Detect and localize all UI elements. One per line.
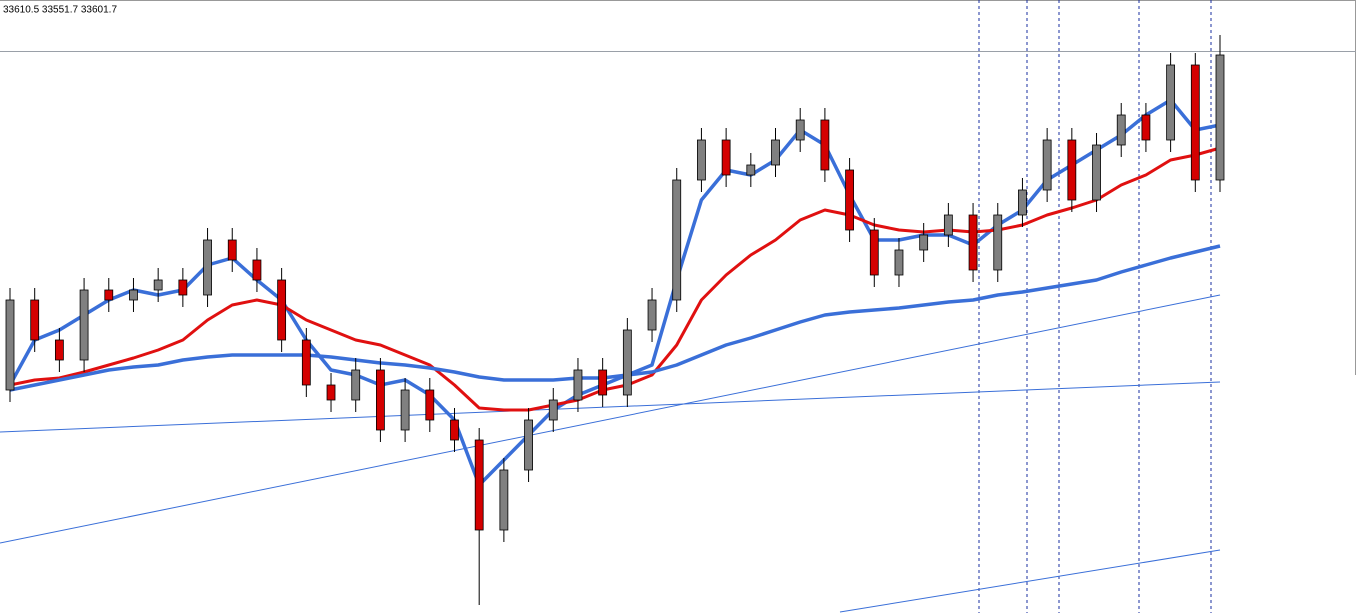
candle-body	[376, 369, 385, 431]
candle-body	[993, 214, 1003, 271]
candle-body	[499, 469, 509, 531]
candle-body	[153, 279, 163, 291]
candle-body	[54, 339, 64, 361]
candle-body	[326, 384, 336, 401]
candle-body	[178, 279, 188, 296]
candle-body	[746, 164, 756, 176]
candle-body	[474, 439, 484, 531]
candle-body	[400, 389, 410, 431]
candle-body	[129, 289, 138, 301]
candle-body	[1018, 189, 1027, 216]
candle-body	[450, 419, 459, 441]
candle-body	[771, 139, 780, 166]
candle-body	[622, 329, 632, 396]
candle-body	[1166, 64, 1176, 141]
candle-body	[252, 259, 262, 281]
moving-average	[9, 146, 1221, 412]
candle-body	[943, 214, 953, 236]
period-separators	[978, 0, 1212, 613]
candle-body	[820, 119, 830, 171]
candle-body	[968, 214, 978, 271]
candle-body	[894, 249, 904, 276]
candle-body	[30, 299, 40, 341]
candle-body	[1116, 114, 1126, 146]
candle-body	[203, 239, 212, 296]
envelope	[0, 294, 1221, 544]
candle-body	[1141, 114, 1151, 141]
candle-body	[277, 279, 287, 341]
candle-body	[227, 239, 237, 261]
candle-body	[1215, 54, 1225, 181]
candle-body	[104, 289, 114, 301]
candle-body	[351, 369, 361, 401]
candle-body	[1092, 144, 1101, 201]
candle-body	[1067, 139, 1077, 201]
envelope	[839, 549, 1221, 613]
ohlc-header: 33610.5 33551.7 33601.7	[3, 5, 117, 16]
candle-body	[598, 369, 608, 396]
candle-body	[1190, 64, 1200, 181]
candle-body	[697, 139, 706, 181]
candle-body	[795, 119, 805, 141]
candle-body	[869, 229, 879, 276]
envelope-lines	[0, 294, 1221, 613]
candle-body	[647, 299, 657, 331]
candle-body	[5, 299, 15, 391]
envelope	[0, 381, 1221, 433]
candle-body	[845, 169, 854, 231]
candle-body	[301, 339, 311, 386]
candle-body	[425, 389, 435, 421]
candle-body	[721, 139, 731, 176]
candle-body	[548, 399, 558, 421]
candle-body	[1042, 139, 1052, 191]
candle-body	[524, 419, 533, 471]
candle-body	[919, 234, 929, 251]
candle-body	[672, 179, 682, 301]
candle-body	[573, 369, 583, 401]
moving-average	[9, 244, 1221, 392]
candle-body	[79, 289, 89, 361]
